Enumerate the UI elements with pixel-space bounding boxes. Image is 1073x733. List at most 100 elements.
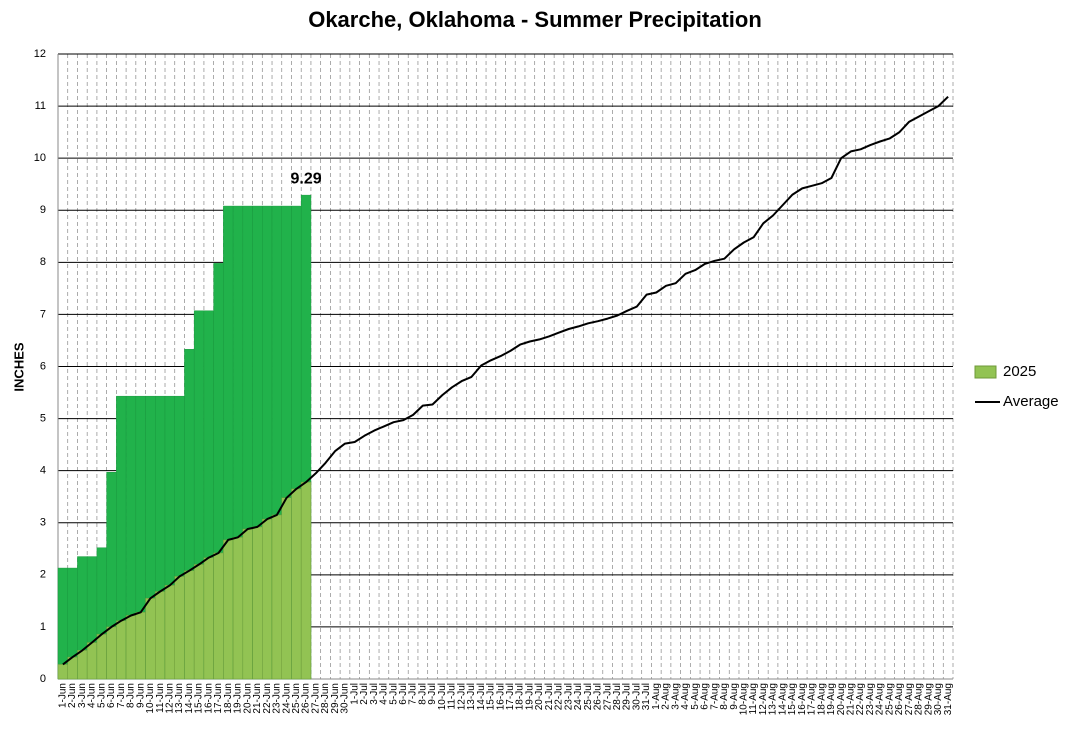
x-tick-label: 7-Jul bbox=[408, 683, 419, 705]
x-tick-label: 3-Jun bbox=[77, 683, 88, 708]
x-tick-label: 30-Jul bbox=[631, 683, 642, 710]
bar-below-average bbox=[193, 564, 205, 680]
legend-swatch bbox=[974, 365, 997, 379]
x-tick-label: 8-Jun bbox=[126, 683, 137, 708]
y-tick-label: 4 bbox=[40, 465, 46, 477]
x-tick-label: 13-Jul bbox=[466, 683, 477, 710]
bar-below-average bbox=[145, 598, 156, 680]
x-tick-label: 22-Jul bbox=[554, 683, 565, 710]
x-tick-label: 23-Jul bbox=[563, 683, 574, 710]
x-tick-label: 17-Jun bbox=[213, 683, 224, 714]
x-tick-label: 9-Jun bbox=[135, 683, 146, 708]
bar-below-average bbox=[77, 650, 88, 680]
x-tick-label: 8-Aug bbox=[719, 683, 730, 710]
x-tick-label: 2-Aug bbox=[661, 683, 672, 710]
x-tick-label: 20-Jun bbox=[242, 683, 253, 714]
x-tick-label: 15-Aug bbox=[787, 683, 798, 715]
x-tick-label: 8-Jul bbox=[417, 683, 428, 705]
x-tick-label: 5-Aug bbox=[690, 683, 701, 710]
x-tick-label: 23-Jun bbox=[272, 683, 283, 714]
x-tick-label: 21-Aug bbox=[845, 683, 856, 715]
x-tick-label: 9-Aug bbox=[729, 683, 740, 710]
x-tick-label: 29-Aug bbox=[923, 683, 934, 715]
bar-below-average bbox=[135, 612, 146, 680]
bar-below-average bbox=[106, 626, 117, 680]
legend-label: 2025 bbox=[1003, 363, 1036, 380]
x-tick-label: 16-Jul bbox=[495, 683, 506, 710]
x-tick-label: 5-Jul bbox=[388, 683, 399, 705]
y-tick-label: 3 bbox=[40, 517, 46, 529]
x-tick-label: 28-Aug bbox=[914, 683, 925, 715]
x-tick-label: 12-Aug bbox=[758, 683, 769, 715]
x-tick-label: 26-Aug bbox=[894, 683, 905, 715]
y-tick-label: 11 bbox=[35, 100, 46, 112]
data-label: 9.29 bbox=[291, 170, 322, 187]
x-tick-label: 26-Jul bbox=[593, 683, 604, 710]
x-tick-label: 30-Aug bbox=[933, 683, 944, 715]
x-tick-label: 28-Jul bbox=[612, 683, 623, 710]
x-tick-label: 18-Jun bbox=[223, 683, 234, 714]
x-tick-label: 6-Jun bbox=[106, 683, 117, 708]
x-tick-label: 27-Aug bbox=[904, 683, 915, 715]
bar-below-average bbox=[96, 633, 107, 680]
x-tick-label: 3-Jul bbox=[369, 683, 380, 705]
x-tick-label: 25-Aug bbox=[884, 683, 895, 715]
x-tick-label: 21-Jun bbox=[252, 683, 263, 714]
x-tick-label: 31-Jul bbox=[641, 683, 652, 710]
x-tick-label: 4-Jun bbox=[87, 683, 98, 708]
x-tick-label: 29-Jun bbox=[330, 683, 341, 714]
x-tick-label: 20-Aug bbox=[836, 683, 847, 715]
x-tick-label: 6-Jul bbox=[398, 683, 409, 705]
bar-below-average bbox=[174, 576, 185, 680]
x-tick-label: 10-Jul bbox=[437, 683, 448, 710]
x-tick-label: 22-Aug bbox=[855, 683, 866, 715]
x-tick-label: 5-Jun bbox=[96, 683, 107, 708]
bar-below-average bbox=[300, 481, 312, 680]
x-tick-label: 31-Aug bbox=[943, 683, 954, 715]
line bbox=[62, 95, 949, 666]
y-tick-label: 0 bbox=[40, 673, 46, 685]
x-tick-label: 12-Jul bbox=[456, 683, 467, 710]
x-tick-label: 25-Jun bbox=[291, 683, 302, 714]
x-tick-label: 2-Jun bbox=[67, 683, 78, 708]
x-tick-label: 11-Jul bbox=[447, 683, 458, 710]
x-tick-label: 24-Jul bbox=[573, 683, 584, 710]
x-tick-label: 14-Aug bbox=[777, 683, 788, 715]
y-tick-label: 10 bbox=[34, 152, 46, 164]
bar-below-average bbox=[184, 570, 195, 680]
bar-below-average bbox=[232, 537, 244, 680]
x-tick-label: 18-Aug bbox=[816, 683, 827, 715]
bar-below-average bbox=[164, 585, 175, 680]
y-tick-label: 1 bbox=[40, 621, 46, 633]
x-tick-label: 14-Jul bbox=[476, 683, 487, 710]
bar-below-average bbox=[281, 497, 292, 680]
x-tick-label: 28-Jun bbox=[320, 683, 331, 714]
x-tick-label: 30-Jun bbox=[340, 683, 351, 714]
bar-below-average bbox=[155, 591, 166, 680]
bar-below-average bbox=[86, 642, 98, 680]
x-tick-label: 2-Jul bbox=[359, 683, 370, 705]
y-tick-label: 7 bbox=[40, 308, 46, 320]
x-tick-label: 4-Jul bbox=[379, 683, 390, 705]
x-tick-label: 19-Aug bbox=[826, 683, 837, 715]
x-tick-label: 20-Jul bbox=[534, 683, 545, 710]
y-tick-label: 12 bbox=[34, 48, 46, 60]
x-tick-label: 16-Aug bbox=[797, 683, 808, 715]
x-tick-label: 25-Jul bbox=[583, 683, 594, 710]
x-tick-label: 18-Jul bbox=[515, 683, 526, 710]
bar-below-average bbox=[203, 557, 214, 680]
x-tick-label: 1-Jun bbox=[58, 683, 69, 708]
y-tick-label: 6 bbox=[40, 360, 46, 372]
x-tick-label: 4-Aug bbox=[680, 683, 691, 710]
x-tick-label: 10-Jun bbox=[145, 683, 156, 714]
y-tick-label: 2 bbox=[40, 569, 46, 581]
x-tick-label: 3-Aug bbox=[670, 683, 681, 710]
bar-below-average bbox=[125, 615, 137, 680]
x-tick-label: 19-Jun bbox=[233, 683, 244, 714]
x-tick-label: 23-Aug bbox=[865, 683, 876, 715]
bar-below-average bbox=[291, 488, 302, 680]
x-tick-label: 14-Jun bbox=[184, 683, 195, 714]
y-tick-label: 5 bbox=[40, 412, 46, 424]
x-tick-label: 11-Aug bbox=[748, 683, 759, 715]
